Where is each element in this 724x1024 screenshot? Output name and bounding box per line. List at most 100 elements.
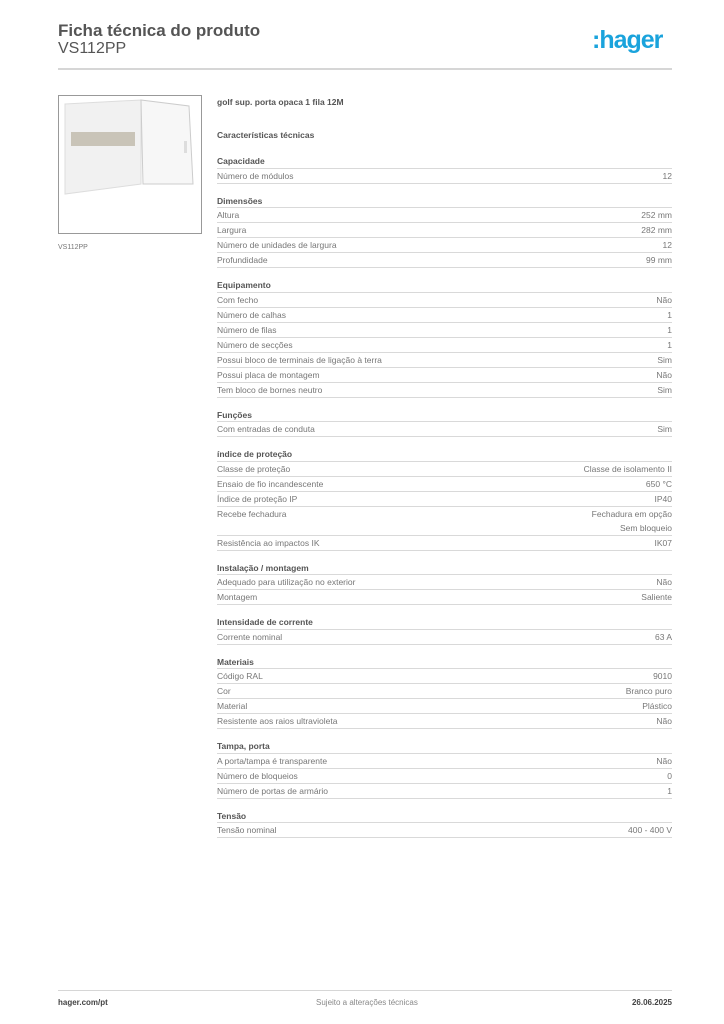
spec-value: 1: [667, 785, 672, 796]
spec-value: 99 mm: [646, 255, 672, 265]
spec-row: Recebe fechadura Fechadura em opção Sem b…: [217, 507, 672, 536]
spec-row: Possui bloco de terminais de ligação à t…: [217, 353, 672, 368]
spec-row: Corrente nominal 63 A: [217, 630, 672, 645]
section-title: Intensidade de corrente: [217, 615, 672, 630]
spec-value: 1: [667, 324, 672, 335]
spec-label: Com fecho: [217, 294, 259, 305]
spec-value: Sim: [657, 424, 672, 434]
section-title: Dimensões: [217, 194, 672, 208]
section-title: índice de proteção: [217, 447, 672, 462]
footer-website[interactable]: hager.com/pt: [58, 998, 108, 1007]
spec-section: Tensão Tensão nominal 400 - 400 V: [217, 809, 672, 838]
spec-label: Adequado para utilização no exterior: [217, 577, 356, 587]
spec-section: Capacidade Número de módulos 12: [217, 154, 672, 184]
enclosure-illustration: [64, 99, 194, 195]
spec-value: Não: [656, 577, 672, 587]
spec-row: Profundidade 99 mm: [217, 253, 672, 268]
section-title: Equipamento: [217, 278, 672, 293]
spec-row: Com entradas de conduta Sim: [217, 422, 672, 437]
spec-label: Possui placa de montagem: [217, 369, 320, 380]
spec-value: Não: [656, 294, 672, 305]
spec-row: Número de módulos 12: [217, 169, 672, 184]
spec-label: Número de calhas: [217, 309, 286, 320]
spec-row: Largura 282 mm: [217, 223, 672, 238]
spec-value: 63 A: [654, 631, 672, 642]
product-image: [58, 95, 202, 234]
spec-row: Possui placa de montagem Não: [217, 368, 672, 383]
spec-row: Número de bloqueios 0: [217, 769, 672, 784]
technical-characteristics-title: Características técnicas: [217, 130, 315, 140]
hager-logo: :hager: [592, 26, 663, 54]
spec-value: 252 mm: [641, 210, 672, 220]
spec-value: Não: [656, 369, 672, 380]
spec-label: Largura: [217, 225, 247, 235]
spec-label: A porta/tampa é transparente: [217, 755, 328, 766]
spec-section: Dimensões Altura 252 mm Largura 282 mm Número…: [217, 194, 672, 268]
spec-value: Não: [656, 755, 672, 766]
section-title: Funções: [217, 408, 672, 422]
spec-label: Número de filas: [217, 324, 277, 335]
spec-label: Resistência ao impactos IK: [217, 537, 320, 548]
spec-value: Branco puro: [625, 686, 672, 696]
spec-section: Funções Com entradas de conduta Sim: [217, 408, 672, 437]
page-title: Ficha técnica do produto: [58, 21, 261, 40]
spec-row: Montagem Saliente: [217, 590, 672, 605]
spec-row: Ensaio de fio incandescente 650 °C: [217, 477, 672, 492]
spec-value: Saliente: [641, 592, 672, 602]
spec-section: Tampa, porta A porta/tampa é transparente…: [217, 739, 672, 799]
spec-value: Sim: [657, 354, 672, 365]
spec-row: Material Plástico: [217, 699, 672, 714]
spec-value: 0: [667, 770, 672, 781]
spec-row: Índice de proteção IP IP40: [217, 492, 672, 507]
spec-section: índice de proteção Classe de proteção Clas…: [217, 447, 672, 551]
spec-value: Plástico: [642, 701, 672, 711]
spec-label: Corrente nominal: [217, 631, 283, 642]
spec-value: 650 °C: [645, 478, 672, 489]
spec-value: 282 mm: [641, 225, 672, 235]
spec-value: 12: [662, 170, 672, 181]
spec-row: Com fecho Não: [217, 293, 672, 308]
spec-label: Ensaio de fio incandescente: [217, 478, 324, 489]
spec-row: Resistente aos raios ultravioleta Não: [217, 714, 672, 729]
spec-label: Número de módulos: [217, 170, 294, 181]
spec-row: Adequado para utilização no exterior Não: [217, 575, 672, 590]
spec-row: Código RAL 9010: [217, 669, 672, 684]
section-title: Tensão: [217, 809, 672, 823]
spec-label: Possui bloco de terminais de ligação à t…: [217, 354, 382, 365]
spec-label: Classe de proteção: [217, 463, 291, 474]
spec-row: Resistência ao impactos IK IK07: [217, 536, 672, 551]
header-divider: [58, 68, 672, 70]
spec-label: Material: [217, 701, 248, 711]
spec-value: 12: [662, 240, 672, 250]
footer-divider: [58, 990, 672, 991]
spec-value: Classe de isolamento II: [583, 463, 672, 474]
spec-label: Número de unidades de largura: [217, 240, 337, 250]
spec-section: Intensidade de corrente Corrente nominal 6…: [217, 615, 672, 645]
spec-value: 400 - 400 V: [628, 825, 672, 835]
spec-label: Altura: [217, 210, 240, 220]
spec-label: Cor: [217, 686, 231, 696]
spec-label: Número de bloqueios: [217, 770, 298, 781]
spec-row: Altura 252 mm: [217, 208, 672, 223]
spec-label: Índice de proteção IP: [217, 493, 298, 504]
section-title: Materiais: [217, 655, 672, 669]
spec-section: Materiais Código RAL 9010 Cor Branco puro Mat…: [217, 655, 672, 729]
spec-section: Equipamento Com fecho Não Número de calhas 1…: [217, 278, 672, 398]
spec-row: Número de secções 1: [217, 338, 672, 353]
section-title: Instalação / montagem: [217, 561, 672, 575]
spec-row: Cor Branco puro: [217, 684, 672, 699]
spec-value: IP40: [654, 493, 673, 504]
specifications-table: Capacidade Número de módulos 12 Dimensões Al…: [217, 144, 672, 838]
footer-disclaimer: Sujeito a alterações técnicas: [316, 998, 418, 1007]
spec-label: Recebe fechadura: [217, 508, 287, 519]
spec-row: Número de unidades de largura 12: [217, 238, 672, 253]
footer-date: 26.06.2025: [631, 998, 672, 1007]
spec-row: Número de calhas 1: [217, 308, 672, 323]
spec-label: Profundidade: [217, 255, 268, 265]
spec-value: 9010: [653, 671, 672, 681]
spec-label: Código RAL: [217, 671, 263, 681]
spec-value: Não: [656, 716, 672, 726]
spec-label: Com entradas de conduta: [217, 424, 315, 434]
spec-value: 1: [667, 339, 672, 350]
spec-label: Resistente aos raios ultravioleta: [217, 716, 338, 726]
